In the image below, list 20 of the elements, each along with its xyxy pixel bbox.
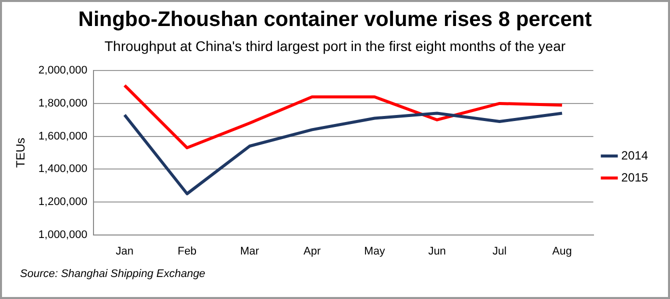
x-tick-label: Aug (552, 245, 572, 258)
x-tick-label: Apr (304, 245, 321, 258)
y-tick-label: 1,200,000 (38, 196, 88, 208)
legend-label: 2014 (621, 148, 648, 162)
y-tick-label: 1,800,000 (38, 97, 88, 110)
x-tick-label: May (364, 245, 386, 258)
x-tick-label: Feb (178, 245, 197, 258)
source-note: Source: Shanghai Shipping Exchange (20, 268, 206, 280)
y-tick-label: 1,600,000 (38, 130, 88, 142)
x-tick-label: Mar (240, 245, 260, 258)
y-tick-label: 1,400,000 (38, 163, 88, 176)
y-tick-label: 1,000,000 (38, 228, 88, 241)
chart-subtitle: Throughput at China's third largest port in the first eight months of the year (103, 38, 567, 54)
chart-title: Ningbo-Zhoushan container volume rises 8 percent (77, 8, 593, 32)
x-tick-label: Jun (428, 245, 446, 258)
y-tick-label: 2,000,000 (38, 64, 88, 77)
y-axis-title: TEUs (14, 138, 28, 168)
x-tick-label: Jan (116, 245, 134, 258)
x-tick-label: Jul (492, 245, 507, 258)
legend-label: 2015 (621, 170, 648, 184)
